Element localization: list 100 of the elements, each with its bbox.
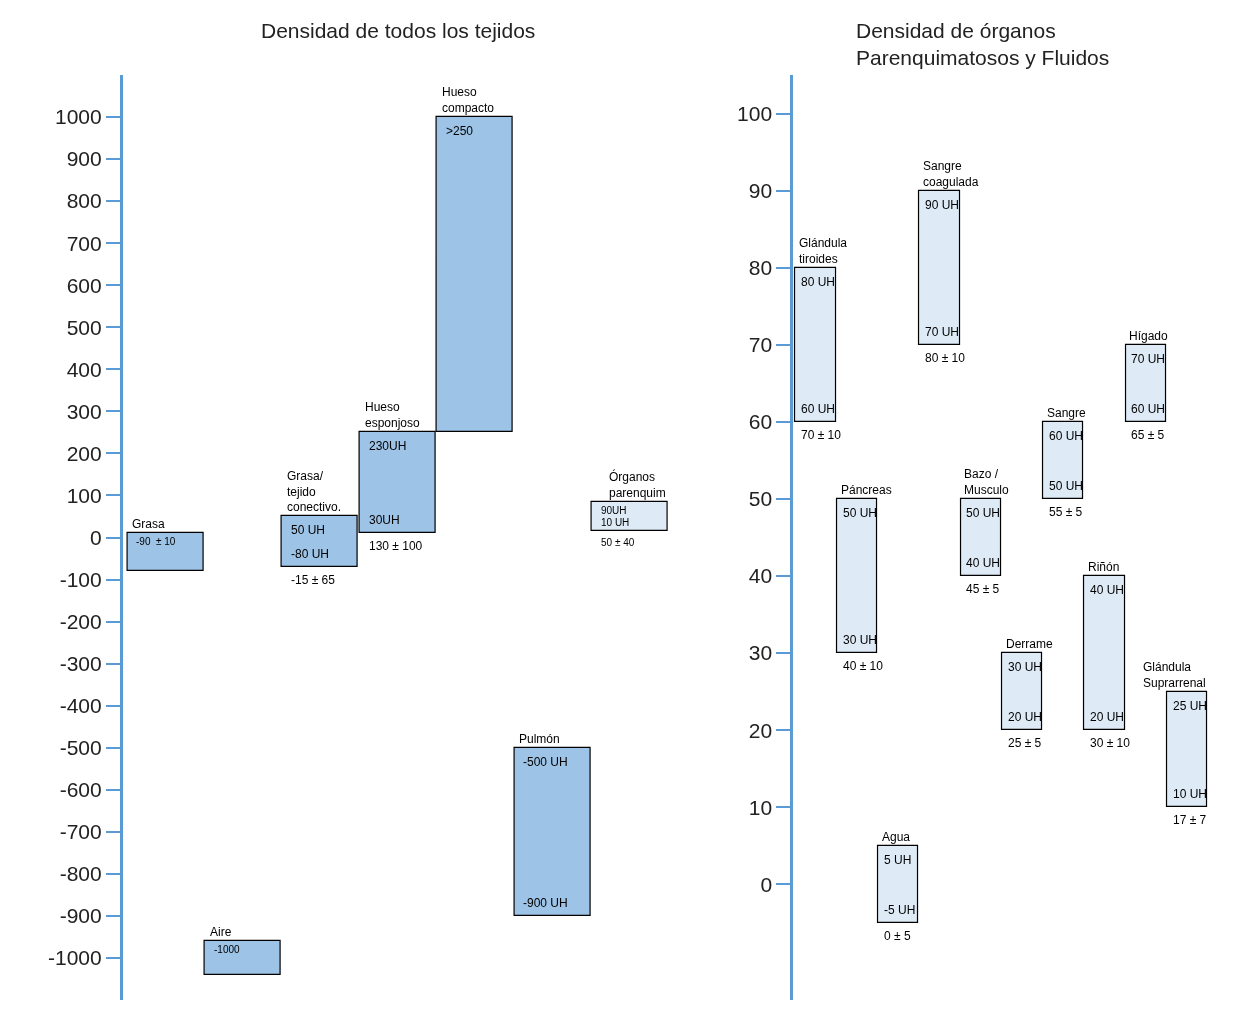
category-label: Bazo / Musculo	[964, 467, 1009, 497]
annotation: 5 UH	[884, 853, 912, 867]
y-tick-label: 500	[66, 315, 102, 339]
annotation: 60 UH	[1131, 402, 1166, 416]
y-tick-label: 70	[748, 333, 773, 357]
y-tick-label: 0	[90, 525, 102, 549]
annotation: 10 UH	[601, 517, 630, 528]
annotation: 40 UH	[1090, 583, 1125, 597]
category-label: Sangre	[1047, 406, 1086, 420]
bar	[1124, 343, 1167, 422]
y-tick-label: -200	[59, 609, 102, 633]
category-label: Hueso compacto	[442, 85, 495, 115]
y-tick-label: 100	[66, 483, 102, 507]
bar	[917, 189, 961, 345]
y-tick-label: 20	[748, 718, 773, 742]
y-tick-label: -300	[59, 651, 102, 675]
y-tick-label: 800	[66, 189, 102, 213]
annotation: 70 UH	[1131, 352, 1166, 366]
annotation: 50 UH	[843, 506, 878, 520]
category-label: Hueso esponjoso	[365, 400, 420, 430]
y-tick-label: -1000	[48, 946, 102, 970]
annotation: 40 ± 10	[843, 659, 884, 673]
annotation: 30 UH	[843, 633, 878, 647]
y-tick-label: 300	[66, 399, 102, 423]
category-label: Glándula tiroides	[799, 236, 848, 266]
y-tick-label: 100	[737, 101, 773, 125]
annotation: 230UH	[369, 439, 407, 453]
annotation: 50 UH	[291, 523, 326, 537]
y-tick-label: 80	[748, 256, 773, 280]
y-tick-label: 0	[760, 872, 773, 896]
bar	[590, 500, 668, 531]
annotation: 30UH	[369, 513, 400, 527]
chart-title: Densidad de todos los tejidos	[261, 19, 536, 42]
annotation: 10 UH	[1173, 787, 1208, 801]
annotation: 25 UH	[1173, 699, 1208, 713]
category-label: Agua	[882, 830, 911, 844]
annotation: 60 UH	[1049, 429, 1084, 443]
annotation: -500 UH	[523, 755, 568, 769]
y-tick-label: 1000	[55, 105, 102, 129]
annotation: 90 UH	[925, 198, 960, 212]
category-label: Pulmón	[519, 732, 560, 746]
annotation: 45 ± 5	[966, 582, 1000, 596]
category-label: Derrame	[1006, 637, 1053, 651]
category-label: Aire	[210, 925, 232, 939]
y-tick-label: 900	[66, 147, 102, 171]
annotation: 50 UH	[1049, 479, 1084, 493]
y-tick-label: 50	[748, 487, 773, 511]
category-label: Órganos parenquim	[609, 470, 666, 500]
y-tick-label: 200	[66, 441, 102, 465]
y-tick-label: 90	[748, 178, 773, 202]
annotation: 130 ± 100	[369, 539, 423, 553]
y-tick-label: 700	[66, 231, 102, 255]
y-tick-label: 600	[66, 273, 102, 297]
y-tick-label: -800	[59, 862, 102, 886]
annotation: 30 ± 10	[1090, 736, 1131, 750]
bar	[1082, 574, 1126, 730]
bar	[876, 844, 919, 923]
annotation: 20 UH	[1008, 710, 1043, 724]
y-tick-label: -600	[59, 778, 102, 802]
category-label: Sangre coagulada	[923, 159, 979, 189]
y-tick-label: -400	[59, 694, 102, 718]
y-tick-label: 30	[748, 641, 773, 665]
annotation: 20 UH	[1090, 710, 1125, 724]
category-label: Páncreas	[841, 483, 892, 497]
y-tick-label: 40	[748, 564, 773, 588]
annotation: 65 ± 5	[1131, 428, 1165, 442]
bar	[203, 939, 281, 975]
annotation: 80 UH	[801, 275, 836, 289]
annotation: 70 UH	[925, 325, 960, 339]
annotation: 40 UH	[966, 556, 1001, 570]
annotation: -5 UH	[884, 903, 916, 917]
annotation: 50 UH	[966, 506, 1001, 520]
annotation: 90UH	[601, 505, 627, 516]
annotation: 70 ± 10	[801, 428, 842, 442]
y-tick-label: -900	[59, 904, 102, 928]
y-tick-label: -500	[59, 736, 102, 760]
bar	[793, 266, 837, 422]
annotation: 50 ± 40	[601, 537, 635, 548]
y-tick-label: -700	[59, 820, 102, 844]
annotation: 60 UH	[801, 402, 836, 416]
annotation: 80 ± 10	[925, 351, 966, 365]
annotation: -80 UH	[291, 547, 330, 561]
annotation: 17 ± 7	[1173, 813, 1207, 827]
bar	[959, 497, 1002, 576]
annotation: 0 ± 5	[884, 929, 911, 943]
annotation: -1000	[214, 944, 241, 955]
y-tick-label: -100	[59, 567, 102, 591]
bar	[835, 497, 878, 653]
annotation: >250	[446, 124, 474, 138]
annotation: 30 UH	[1008, 660, 1043, 674]
bar	[1165, 690, 1208, 807]
annotation: -15 ± 65	[291, 573, 336, 587]
category-label: Glándula Suprarrenal	[1143, 660, 1206, 690]
y-tick-label: 10	[748, 795, 773, 819]
category-label: Hígado	[1129, 329, 1168, 343]
bar	[513, 746, 591, 916]
annotation: -900 UH	[523, 896, 568, 910]
category-label: Grasa	[132, 517, 165, 531]
annotation: -90 ± 10	[136, 536, 176, 547]
bar	[126, 531, 204, 571]
